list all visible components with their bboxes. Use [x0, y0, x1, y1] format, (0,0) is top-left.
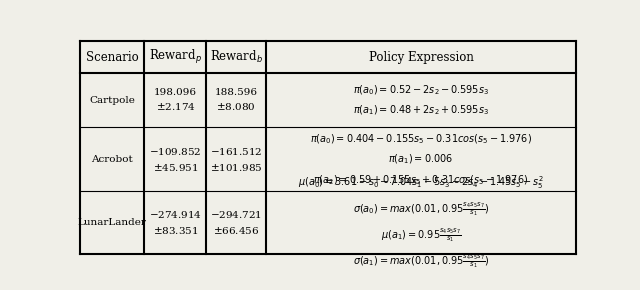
- Text: Cartpole: Cartpole: [90, 96, 135, 105]
- Text: $\mu(a_0) = 3.61 - s_0 - 7.04s_1 - 5s_3 - 2s_4 - 1.45s_5 - s_5^2$
$\sigma(a_0) =: $\mu(a_0) = 3.61 - s_0 - 7.04s_1 - 5s_3 …: [298, 174, 544, 271]
- Text: $-$161.512
$\pm$101.985: $-$161.512 $\pm$101.985: [210, 146, 262, 173]
- Text: Reward$_b$: Reward$_b$: [210, 49, 263, 65]
- Text: $-$109.852
$\pm$45.951: $-$109.852 $\pm$45.951: [149, 146, 202, 173]
- Text: Reward$_p$: Reward$_p$: [149, 48, 202, 66]
- Text: Acrobot: Acrobot: [92, 155, 133, 164]
- Text: $-$274.914
$\pm$83.351: $-$274.914 $\pm$83.351: [149, 209, 202, 235]
- Text: 188.596
$\pm$8.080: 188.596 $\pm$8.080: [215, 88, 258, 112]
- Text: $\pi(a_0) = 0.52 - 2s_2 - 0.595s_3$
$\pi(a_1) = 0.48 + 2s_2 + 0.595s_3$: $\pi(a_0) = 0.52 - 2s_2 - 0.595s_3$ $\pi…: [353, 83, 489, 117]
- Text: Policy Expression: Policy Expression: [369, 51, 474, 64]
- Text: 198.096
$\pm$2.174: 198.096 $\pm$2.174: [154, 88, 197, 112]
- Text: Scenario: Scenario: [86, 51, 139, 64]
- Text: $-$294.721
$\pm$66.456: $-$294.721 $\pm$66.456: [210, 209, 262, 235]
- Text: LunarLander: LunarLander: [78, 218, 147, 227]
- Text: $\pi(a_0) = 0.404 - 0.155s_5 - 0.31cos(s_5 - 1.976)$
$\pi(a_1) = 0.006$
$\pi(a_2: $\pi(a_0) = 0.404 - 0.155s_5 - 0.31cos(s…: [310, 132, 532, 186]
